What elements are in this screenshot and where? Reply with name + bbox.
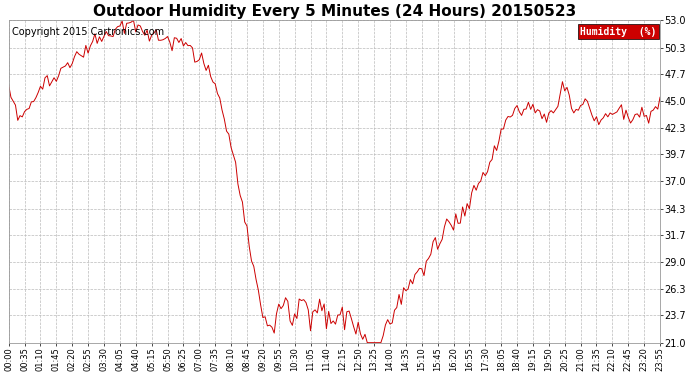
Text: Humidity  (%): Humidity (%) xyxy=(580,27,657,37)
Text: Copyright 2015 Cartronics.com: Copyright 2015 Cartronics.com xyxy=(12,27,164,37)
Title: Outdoor Humidity Every 5 Minutes (24 Hours) 20150523: Outdoor Humidity Every 5 Minutes (24 Hou… xyxy=(92,4,576,19)
